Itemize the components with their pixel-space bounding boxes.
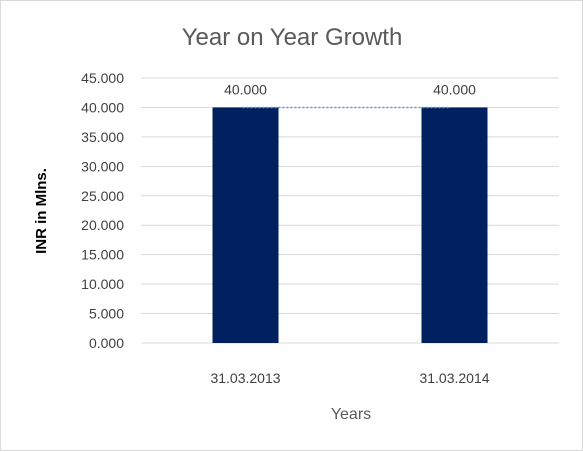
y-tick-label: 0.000 [89, 335, 124, 351]
gridlines [141, 77, 559, 344]
y-axis-label: INR in Mlns. [33, 168, 50, 254]
data-label: 40.000 [433, 81, 476, 97]
x-tick-label: 31.03.2014 [419, 370, 489, 386]
y-tick-label: 40.000 [81, 99, 124, 115]
y-tick-label: 10.000 [81, 276, 124, 292]
bar [212, 107, 279, 343]
x-tick-label: 31.03.2013 [210, 370, 280, 386]
y-tick-label: 45.000 [81, 70, 124, 86]
x-axis-ticks: 31.03.2013 31.03.2014 [210, 370, 489, 386]
chart-title: Year on Year Growth [182, 24, 403, 51]
y-tick-label: 30.000 [81, 158, 124, 174]
y-tick-label: 35.000 [81, 129, 124, 145]
y-axis-ticks: 0.000 5.000 10.000 15.000 20.000 25.000 30.000… [81, 70, 124, 351]
data-label: 40.000 [224, 81, 267, 97]
bars [212, 107, 488, 343]
y-tick-label: 15.000 [81, 247, 124, 263]
y-tick-label: 20.000 [81, 217, 124, 233]
y-tick-label: 25.000 [81, 188, 124, 204]
y-tick-label: 5.000 [89, 306, 124, 322]
data-labels: 40.000 40.000 [224, 81, 476, 97]
bar [421, 107, 488, 343]
x-axis-label: Years [331, 406, 371, 423]
